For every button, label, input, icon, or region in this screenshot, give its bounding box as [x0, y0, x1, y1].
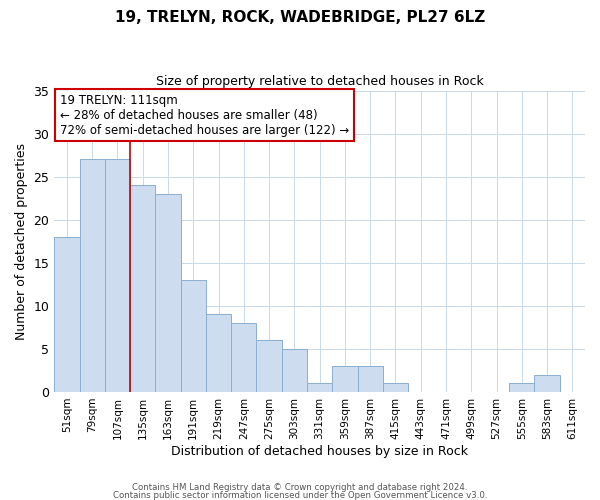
Bar: [358, 366, 383, 392]
X-axis label: Distribution of detached houses by size in Rock: Distribution of detached houses by size …: [171, 444, 468, 458]
Bar: [206, 314, 231, 392]
Bar: [80, 160, 105, 392]
Text: Contains public sector information licensed under the Open Government Licence v3: Contains public sector information licen…: [113, 490, 487, 500]
Bar: [130, 186, 155, 392]
Bar: [509, 384, 535, 392]
Bar: [383, 384, 408, 392]
Bar: [256, 340, 282, 392]
Bar: [231, 323, 256, 392]
Title: Size of property relative to detached houses in Rock: Size of property relative to detached ho…: [156, 75, 484, 88]
Y-axis label: Number of detached properties: Number of detached properties: [15, 143, 28, 340]
Bar: [181, 280, 206, 392]
Bar: [307, 384, 332, 392]
Bar: [535, 374, 560, 392]
Bar: [155, 194, 181, 392]
Bar: [282, 349, 307, 392]
Bar: [54, 237, 80, 392]
Bar: [105, 160, 130, 392]
Bar: [332, 366, 358, 392]
Text: 19, TRELYN, ROCK, WADEBRIDGE, PL27 6LZ: 19, TRELYN, ROCK, WADEBRIDGE, PL27 6LZ: [115, 10, 485, 25]
Text: 19 TRELYN: 111sqm
← 28% of detached houses are smaller (48)
72% of semi-detached: 19 TRELYN: 111sqm ← 28% of detached hous…: [59, 94, 349, 136]
Text: Contains HM Land Registry data © Crown copyright and database right 2024.: Contains HM Land Registry data © Crown c…: [132, 484, 468, 492]
